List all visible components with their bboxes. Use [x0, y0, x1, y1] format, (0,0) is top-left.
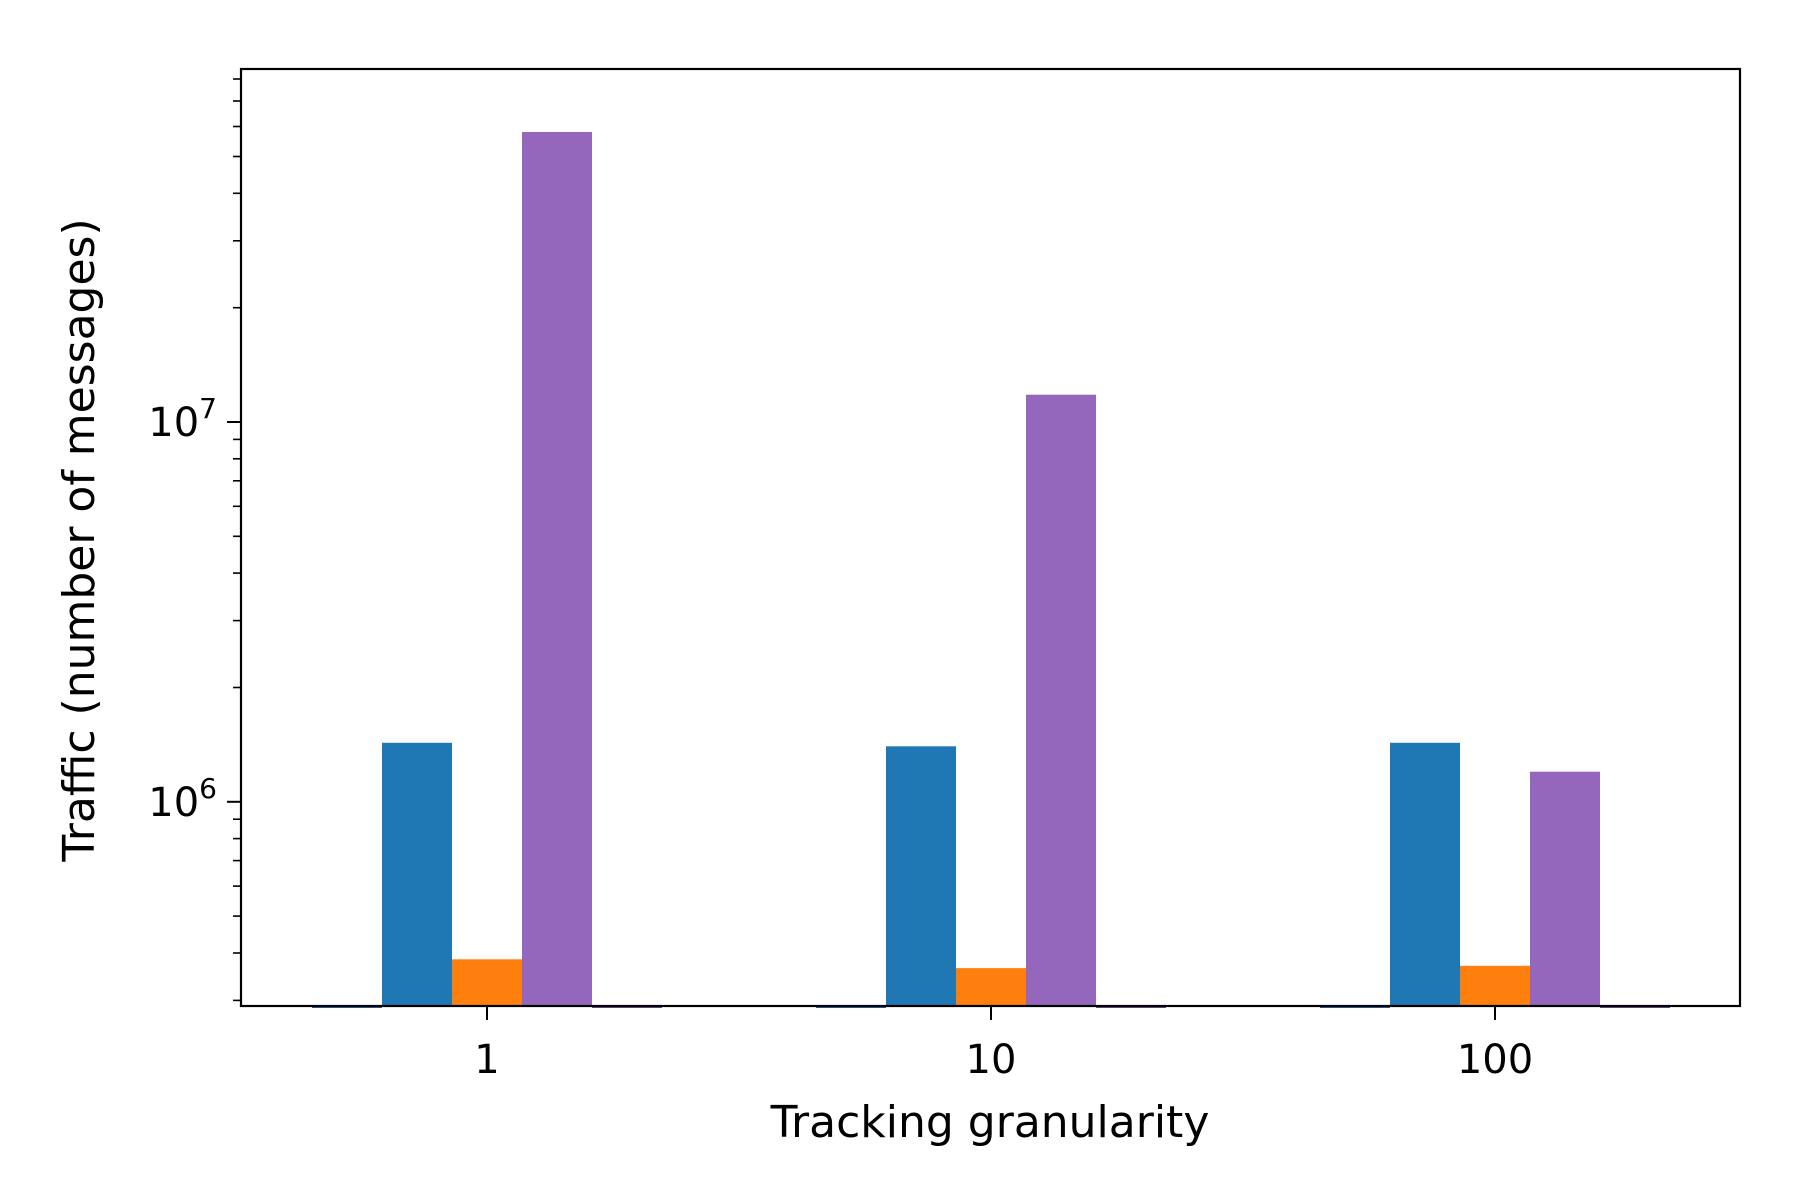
x-tick-label-10: 10	[966, 1037, 1017, 1083]
y-tick-label: 107	[148, 392, 217, 446]
y-major-ticks: 106 107	[148, 392, 241, 826]
plot-frame	[239, 67, 1742, 1008]
bar-1-series-3	[452, 959, 522, 1006]
bar-1-series-4	[522, 132, 592, 1006]
bar-100-series-3	[1460, 965, 1530, 1006]
x-tick-label-100: 100	[1457, 1037, 1533, 1083]
y-axis-label: Traffic (number of messages)	[54, 218, 105, 862]
y-tick-label: 106	[148, 772, 217, 826]
y-minor-ticks	[233, 78, 241, 1002]
x-axis-label: Tracking granularity	[770, 1097, 1210, 1148]
bar-1-series-2	[382, 742, 452, 1006]
bar-10-series-2	[886, 746, 956, 1006]
bars-layer	[312, 132, 1670, 1008]
bar-10-series-4	[1026, 394, 1096, 1006]
bar-10-series-3	[956, 968, 1026, 1006]
bar-100-series-4	[1530, 771, 1600, 1006]
x-tick-label-1: 1	[474, 1037, 499, 1083]
x-ticks: 1 10 100	[474, 1006, 1533, 1083]
bar-100-series-2	[1390, 742, 1460, 1006]
